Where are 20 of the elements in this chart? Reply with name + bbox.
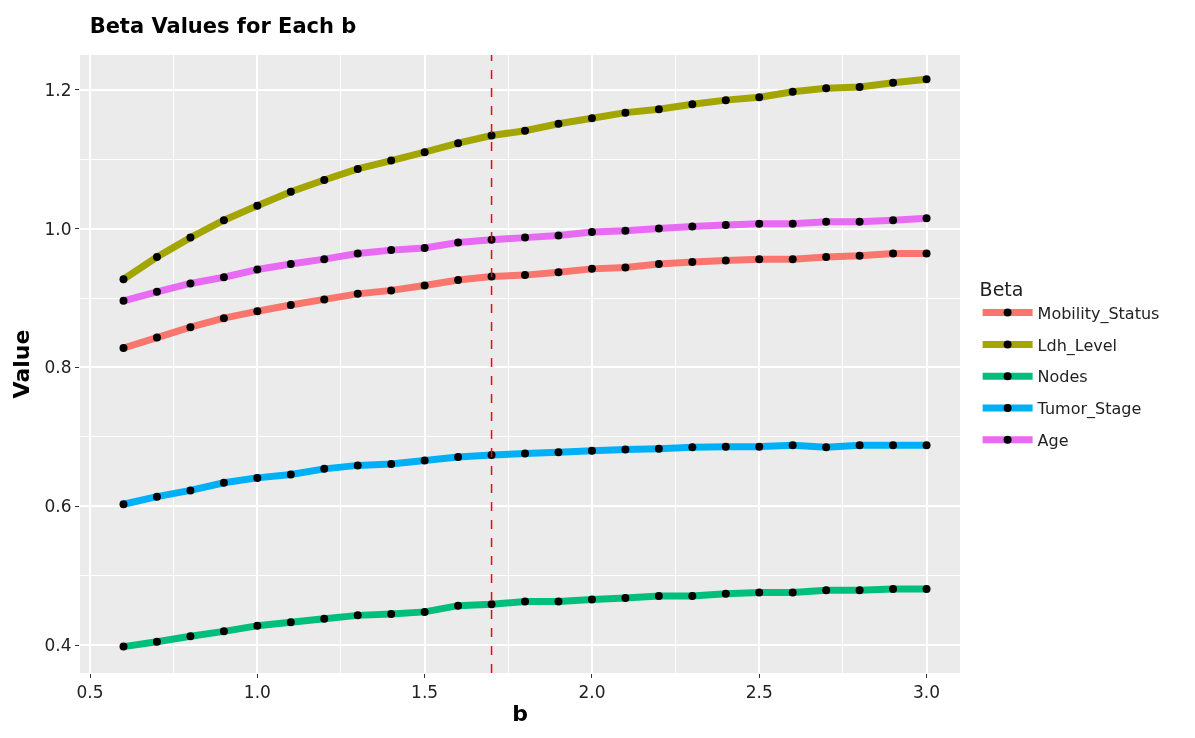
legend-title: Beta [979, 277, 1024, 300]
y-axis-title: Value [9, 329, 35, 399]
x-tick-label: 2.0 [578, 682, 606, 703]
y-tick-label: 1.2 [44, 79, 72, 100]
x-tick-label: 0.5 [76, 682, 104, 703]
y-tick-label: 1.0 [44, 218, 72, 239]
legend-label: Age [1037, 431, 1069, 451]
legend-label: Mobility_Status [1037, 303, 1160, 324]
x-tick-label: 1.0 [243, 682, 271, 703]
legend-label: Tumor_Stage [1036, 399, 1142, 420]
y-tick-label: 0.4 [44, 635, 72, 656]
y-tick-label: 0.6 [44, 496, 72, 517]
x-tick-label: 3.0 [913, 682, 941, 703]
chart-title: Beta Values for Each b [89, 14, 357, 39]
y-tick-label: 0.8 [44, 357, 72, 378]
x-tick-label: 2.5 [745, 682, 773, 703]
x-tick-label: 1.5 [411, 682, 439, 703]
x-axis-title: b [512, 701, 528, 727]
legend-label: Ldh_Level [1037, 335, 1118, 356]
legend-label: Nodes [1037, 367, 1088, 387]
